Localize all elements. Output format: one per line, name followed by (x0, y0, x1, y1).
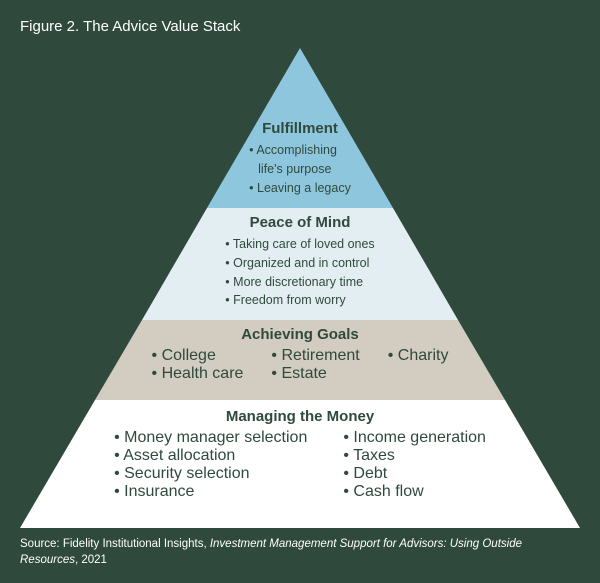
layer-peace-title: Peace of Mind (20, 214, 580, 231)
bullet: • Leaving a legacy (249, 179, 351, 198)
bullet: • Income generation (343, 429, 486, 447)
layer-money-content: Managing the Money • Money manager selec… (20, 408, 580, 501)
source-citation: Source: Fidelity Institutional Insights,… (20, 536, 580, 569)
layer-peace-items: • Taking care of loved ones • Organized … (225, 235, 374, 310)
layer-goals-title: Achieving Goals (20, 326, 580, 343)
layer-fulfillment-title: Fulfillment (20, 120, 580, 137)
bullet: • College (152, 347, 244, 365)
layer-goals-items: • College • Health care • Retirement • E… (20, 347, 580, 383)
bullet: • Money manager selection (114, 429, 307, 447)
bullet: • Retirement (271, 347, 359, 365)
bullet: life's purpose (249, 160, 351, 179)
bullet: • Estate (271, 365, 359, 383)
bullet: • Organized and in control (225, 254, 374, 273)
layer-peace-content: Peace of Mind • Taking care of loved one… (20, 214, 580, 310)
figure-title: Figure 2. The Advice Value Stack (0, 0, 600, 35)
bullet: • Insurance (114, 483, 307, 501)
bullet: • Asset allocation (114, 447, 307, 465)
bullet: • Accomplishing (249, 141, 351, 160)
bullet: • More discretionary time (225, 273, 374, 292)
layer-money-items: • Money manager selection • Asset alloca… (20, 429, 580, 501)
layer-fulfillment-content: Fulfillment • Accomplishing life's purpo… (20, 120, 580, 197)
bullet: • Cash flow (343, 483, 486, 501)
bullet: • Taxes (343, 447, 486, 465)
bullet: • Security selection (114, 465, 307, 483)
pyramid: Fulfillment • Accomplishing life's purpo… (20, 48, 580, 528)
bullet: • Taking care of loved ones (225, 235, 374, 254)
layer-goals-content: Achieving Goals • College • Health care … (20, 326, 580, 383)
bullet: • Charity (388, 347, 449, 365)
bullet: • Health care (152, 365, 244, 383)
bullet: • Debt (343, 465, 486, 483)
bullet: • Freedom from worry (225, 291, 374, 310)
layer-money-title: Managing the Money (20, 408, 580, 425)
layer-fulfillment-items: • Accomplishing life's purpose • Leaving… (249, 141, 351, 197)
